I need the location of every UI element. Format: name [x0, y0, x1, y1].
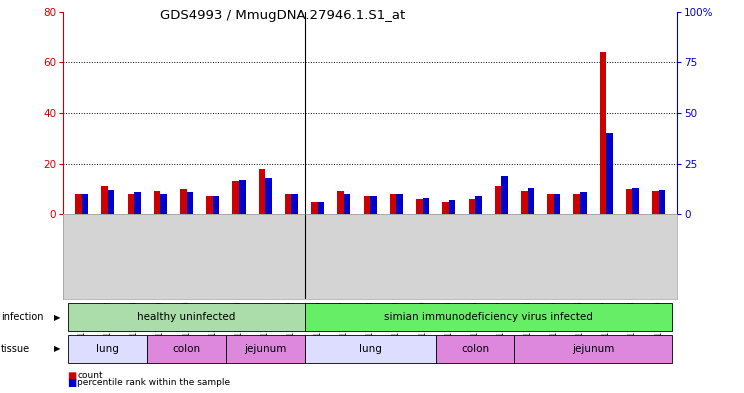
Text: ■: ■ [67, 378, 76, 388]
Bar [101, 186, 108, 214]
Bar [187, 192, 193, 214]
FancyBboxPatch shape [147, 335, 226, 363]
Bar [292, 194, 298, 214]
Bar [154, 191, 160, 214]
Bar [658, 190, 665, 214]
FancyBboxPatch shape [68, 335, 147, 363]
Bar [469, 199, 475, 214]
Text: simian immunodeficiency virus infected: simian immunodeficiency virus infected [384, 312, 593, 322]
Bar [449, 200, 455, 214]
Text: ▶: ▶ [54, 344, 60, 353]
Bar [232, 181, 239, 214]
FancyBboxPatch shape [304, 335, 436, 363]
Bar [206, 196, 213, 214]
Bar [495, 186, 501, 214]
Bar [554, 194, 560, 214]
Bar [580, 192, 586, 214]
Bar [521, 191, 527, 214]
Bar [344, 194, 350, 214]
Bar [337, 191, 344, 214]
Text: percentile rank within the sample: percentile rank within the sample [77, 378, 231, 387]
Bar [397, 194, 403, 214]
Text: jejunum: jejunum [244, 344, 286, 354]
Text: ▶: ▶ [54, 313, 60, 322]
FancyBboxPatch shape [304, 303, 672, 331]
Bar [318, 202, 324, 214]
Text: count: count [77, 371, 103, 380]
Bar [371, 196, 376, 214]
Bar [442, 202, 449, 214]
Text: colon: colon [173, 344, 201, 354]
Bar [265, 178, 272, 214]
Bar [160, 194, 167, 214]
Bar [239, 180, 246, 214]
Text: lung: lung [359, 344, 382, 354]
Bar [652, 191, 658, 214]
FancyBboxPatch shape [68, 303, 304, 331]
Bar [632, 188, 639, 214]
Text: lung: lung [97, 344, 119, 354]
Bar [108, 190, 115, 214]
Bar [390, 194, 397, 214]
Bar [475, 196, 481, 214]
Bar [364, 196, 371, 214]
Text: healthy uninfected: healthy uninfected [138, 312, 236, 322]
Bar [416, 199, 423, 214]
Text: colon: colon [461, 344, 489, 354]
FancyBboxPatch shape [436, 335, 514, 363]
Bar [626, 189, 632, 214]
FancyBboxPatch shape [514, 335, 672, 363]
Bar [259, 169, 265, 214]
Bar [600, 52, 606, 214]
Bar [311, 202, 318, 214]
Text: jejunum: jejunum [572, 344, 615, 354]
Bar [285, 194, 292, 214]
Bar [180, 189, 187, 214]
Text: tissue: tissue [1, 344, 30, 354]
Bar [574, 194, 580, 214]
Bar [82, 194, 88, 214]
Bar [606, 133, 613, 214]
Bar [75, 194, 82, 214]
Bar [423, 198, 429, 214]
Bar [547, 194, 554, 214]
Text: GDS4993 / MmugDNA.27946.1.S1_at: GDS4993 / MmugDNA.27946.1.S1_at [160, 9, 405, 22]
FancyBboxPatch shape [226, 335, 304, 363]
Bar [213, 196, 219, 214]
Text: infection: infection [1, 312, 43, 322]
Bar [501, 176, 508, 214]
Bar [127, 194, 134, 214]
Bar [134, 192, 141, 214]
Text: ■: ■ [67, 371, 76, 381]
Bar [527, 188, 534, 214]
